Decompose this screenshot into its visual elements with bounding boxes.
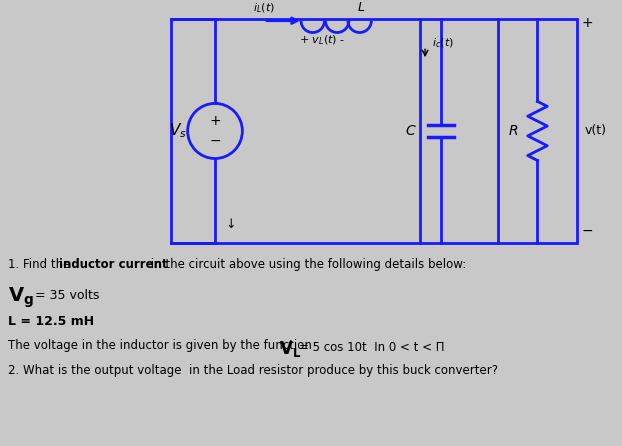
Text: 1. Find the: 1. Find the xyxy=(8,258,74,271)
Text: $\downarrow$: $\downarrow$ xyxy=(223,218,236,231)
Text: +: + xyxy=(582,16,593,29)
Text: = 5 cos 10t  In 0 < t < Π: = 5 cos 10t In 0 < t < Π xyxy=(299,341,445,354)
Text: −: − xyxy=(582,224,593,238)
Text: $\mathbf{V_L}$: $\mathbf{V_L}$ xyxy=(279,339,302,359)
Text: $V_s$: $V_s$ xyxy=(169,122,187,140)
Text: = 35 volts: = 35 volts xyxy=(35,289,100,302)
Text: inductor current: inductor current xyxy=(58,258,167,271)
Text: $\mathbf{V_g}$: $\mathbf{V_g}$ xyxy=(8,285,34,310)
Text: +: + xyxy=(209,114,221,128)
Text: 2. What is the output voltage  in the Load resistor produce by this buck convert: 2. What is the output voltage in the Loa… xyxy=(8,364,498,377)
Text: L = 12.5 mH: L = 12.5 mH xyxy=(8,315,94,328)
Text: R: R xyxy=(508,124,518,138)
Text: v(t): v(t) xyxy=(585,124,606,137)
Text: L: L xyxy=(358,1,365,14)
Text: C: C xyxy=(406,124,415,138)
Text: $i_L(t)$: $i_L(t)$ xyxy=(253,1,275,15)
Text: $i_c(t)$: $i_c(t)$ xyxy=(432,37,454,50)
Text: + $v_L(t)$ -: + $v_L(t)$ - xyxy=(299,33,346,47)
Text: The voltage in the inductor is given by the function: The voltage in the inductor is given by … xyxy=(8,339,315,352)
Text: in the circuit above using the following details below:: in the circuit above using the following… xyxy=(147,258,466,271)
Text: −: − xyxy=(209,134,221,148)
